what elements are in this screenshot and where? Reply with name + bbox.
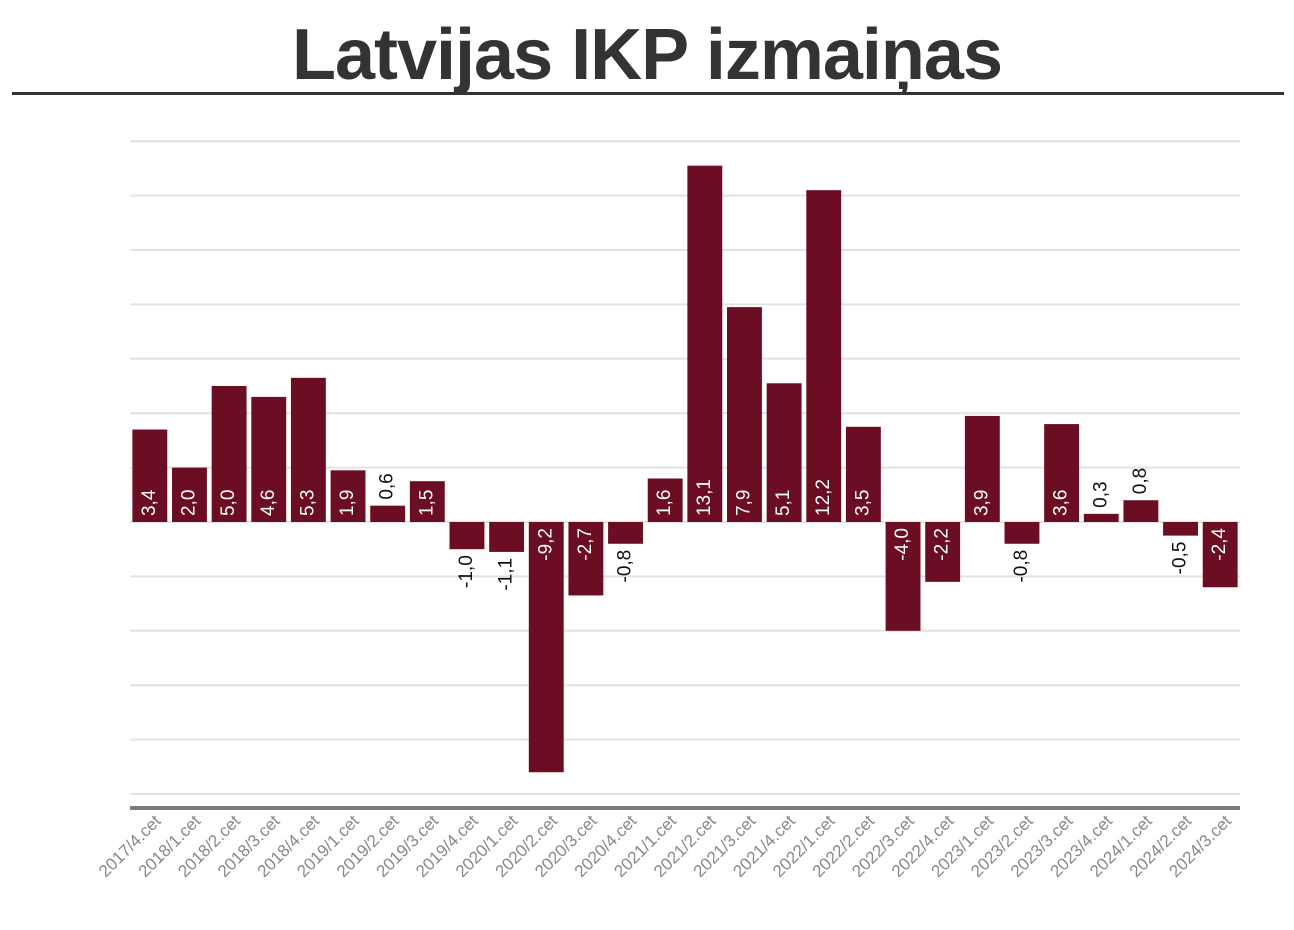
bar — [251, 396, 287, 522]
bar-value-label: 3,4 — [139, 489, 160, 516]
bar — [290, 377, 326, 522]
bar-value-label: 13,1 — [694, 479, 715, 516]
bar — [1163, 522, 1198, 536]
bar — [1123, 500, 1159, 522]
bar — [964, 415, 1000, 522]
bar-value-label: 3,9 — [971, 490, 992, 516]
bar-value-label: 3,5 — [852, 490, 873, 516]
bar — [806, 190, 842, 522]
bar — [211, 386, 247, 522]
bar-value-label: 1,5 — [416, 490, 437, 516]
bar — [370, 505, 406, 522]
bar — [528, 522, 564, 773]
x-tick-labels: 2017/4.cet2018/1.cet2018/2.cet2018/3.cet… — [95, 811, 1235, 881]
bar — [132, 429, 168, 522]
bar — [568, 522, 604, 596]
bar-value-label: -1,1 — [496, 558, 517, 591]
value-labels: 3,4 2,0 5,0 4,6 5,3 1,9 0,6 1,5 -1,0 -1,1 -9,2 -2,7… — [139, 468, 1230, 591]
bar-value-label: 5,1 — [773, 490, 794, 516]
bar — [1004, 522, 1040, 544]
bar — [647, 478, 683, 522]
bar-value-label: 5,3 — [297, 490, 318, 516]
bar — [409, 481, 445, 522]
bar — [727, 307, 762, 522]
page-title: Latvijas IKP izmaiņas — [291, 15, 1003, 95]
title-rule — [12, 92, 1284, 95]
bar-value-label: -2,7 — [575, 528, 596, 561]
bar-value-label: -0,5 — [1170, 542, 1191, 575]
bar — [885, 522, 921, 631]
bars — [132, 165, 1238, 773]
bar — [1202, 522, 1238, 588]
bar — [766, 383, 802, 522]
bar — [925, 522, 961, 582]
bar-value-label: -4,0 — [892, 528, 913, 561]
bar-value-label: 1,9 — [337, 490, 358, 516]
bar-value-label: -2,2 — [932, 528, 953, 561]
bar — [1044, 424, 1080, 522]
bar-value-label: -1,0 — [456, 555, 477, 588]
bar-value-label: 0,6 — [377, 473, 398, 499]
bar-value-label: 0,3 — [1090, 481, 1111, 507]
bar — [1083, 513, 1119, 522]
bar-value-label: 2,0 — [178, 490, 199, 516]
bar — [489, 522, 525, 552]
bar — [687, 165, 723, 522]
bar-value-label: 0,8 — [1130, 468, 1151, 494]
bar-value-label: 12,2 — [813, 479, 834, 516]
bar-value-label: 5,0 — [218, 490, 239, 516]
bar-value-label: 1,6 — [654, 490, 675, 516]
bar — [330, 470, 366, 522]
bar — [172, 467, 207, 522]
bar-value-label: 4,6 — [258, 490, 279, 516]
bar-value-label: -9,2 — [535, 528, 556, 561]
bar-value-label: -0,8 — [1011, 550, 1032, 583]
bar — [608, 522, 643, 544]
bar-value-label: -2,4 — [1209, 528, 1230, 561]
bar — [449, 522, 485, 550]
bar-value-label: -0,8 — [615, 550, 636, 583]
bar — [845, 426, 881, 522]
bar-value-label: 7,9 — [733, 490, 754, 516]
bar-value-label: 3,6 — [1051, 490, 1072, 516]
